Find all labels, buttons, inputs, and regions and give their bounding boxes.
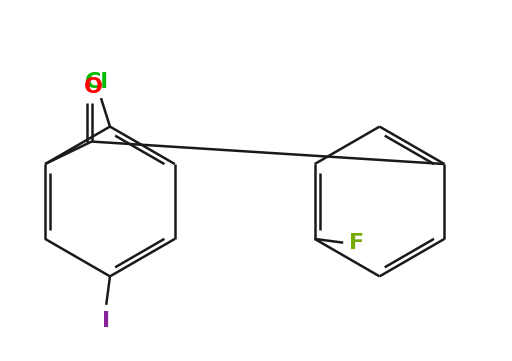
Text: F: F: [349, 232, 364, 253]
Text: I: I: [102, 311, 110, 331]
Text: O: O: [83, 77, 102, 97]
Text: Cl: Cl: [85, 72, 109, 92]
